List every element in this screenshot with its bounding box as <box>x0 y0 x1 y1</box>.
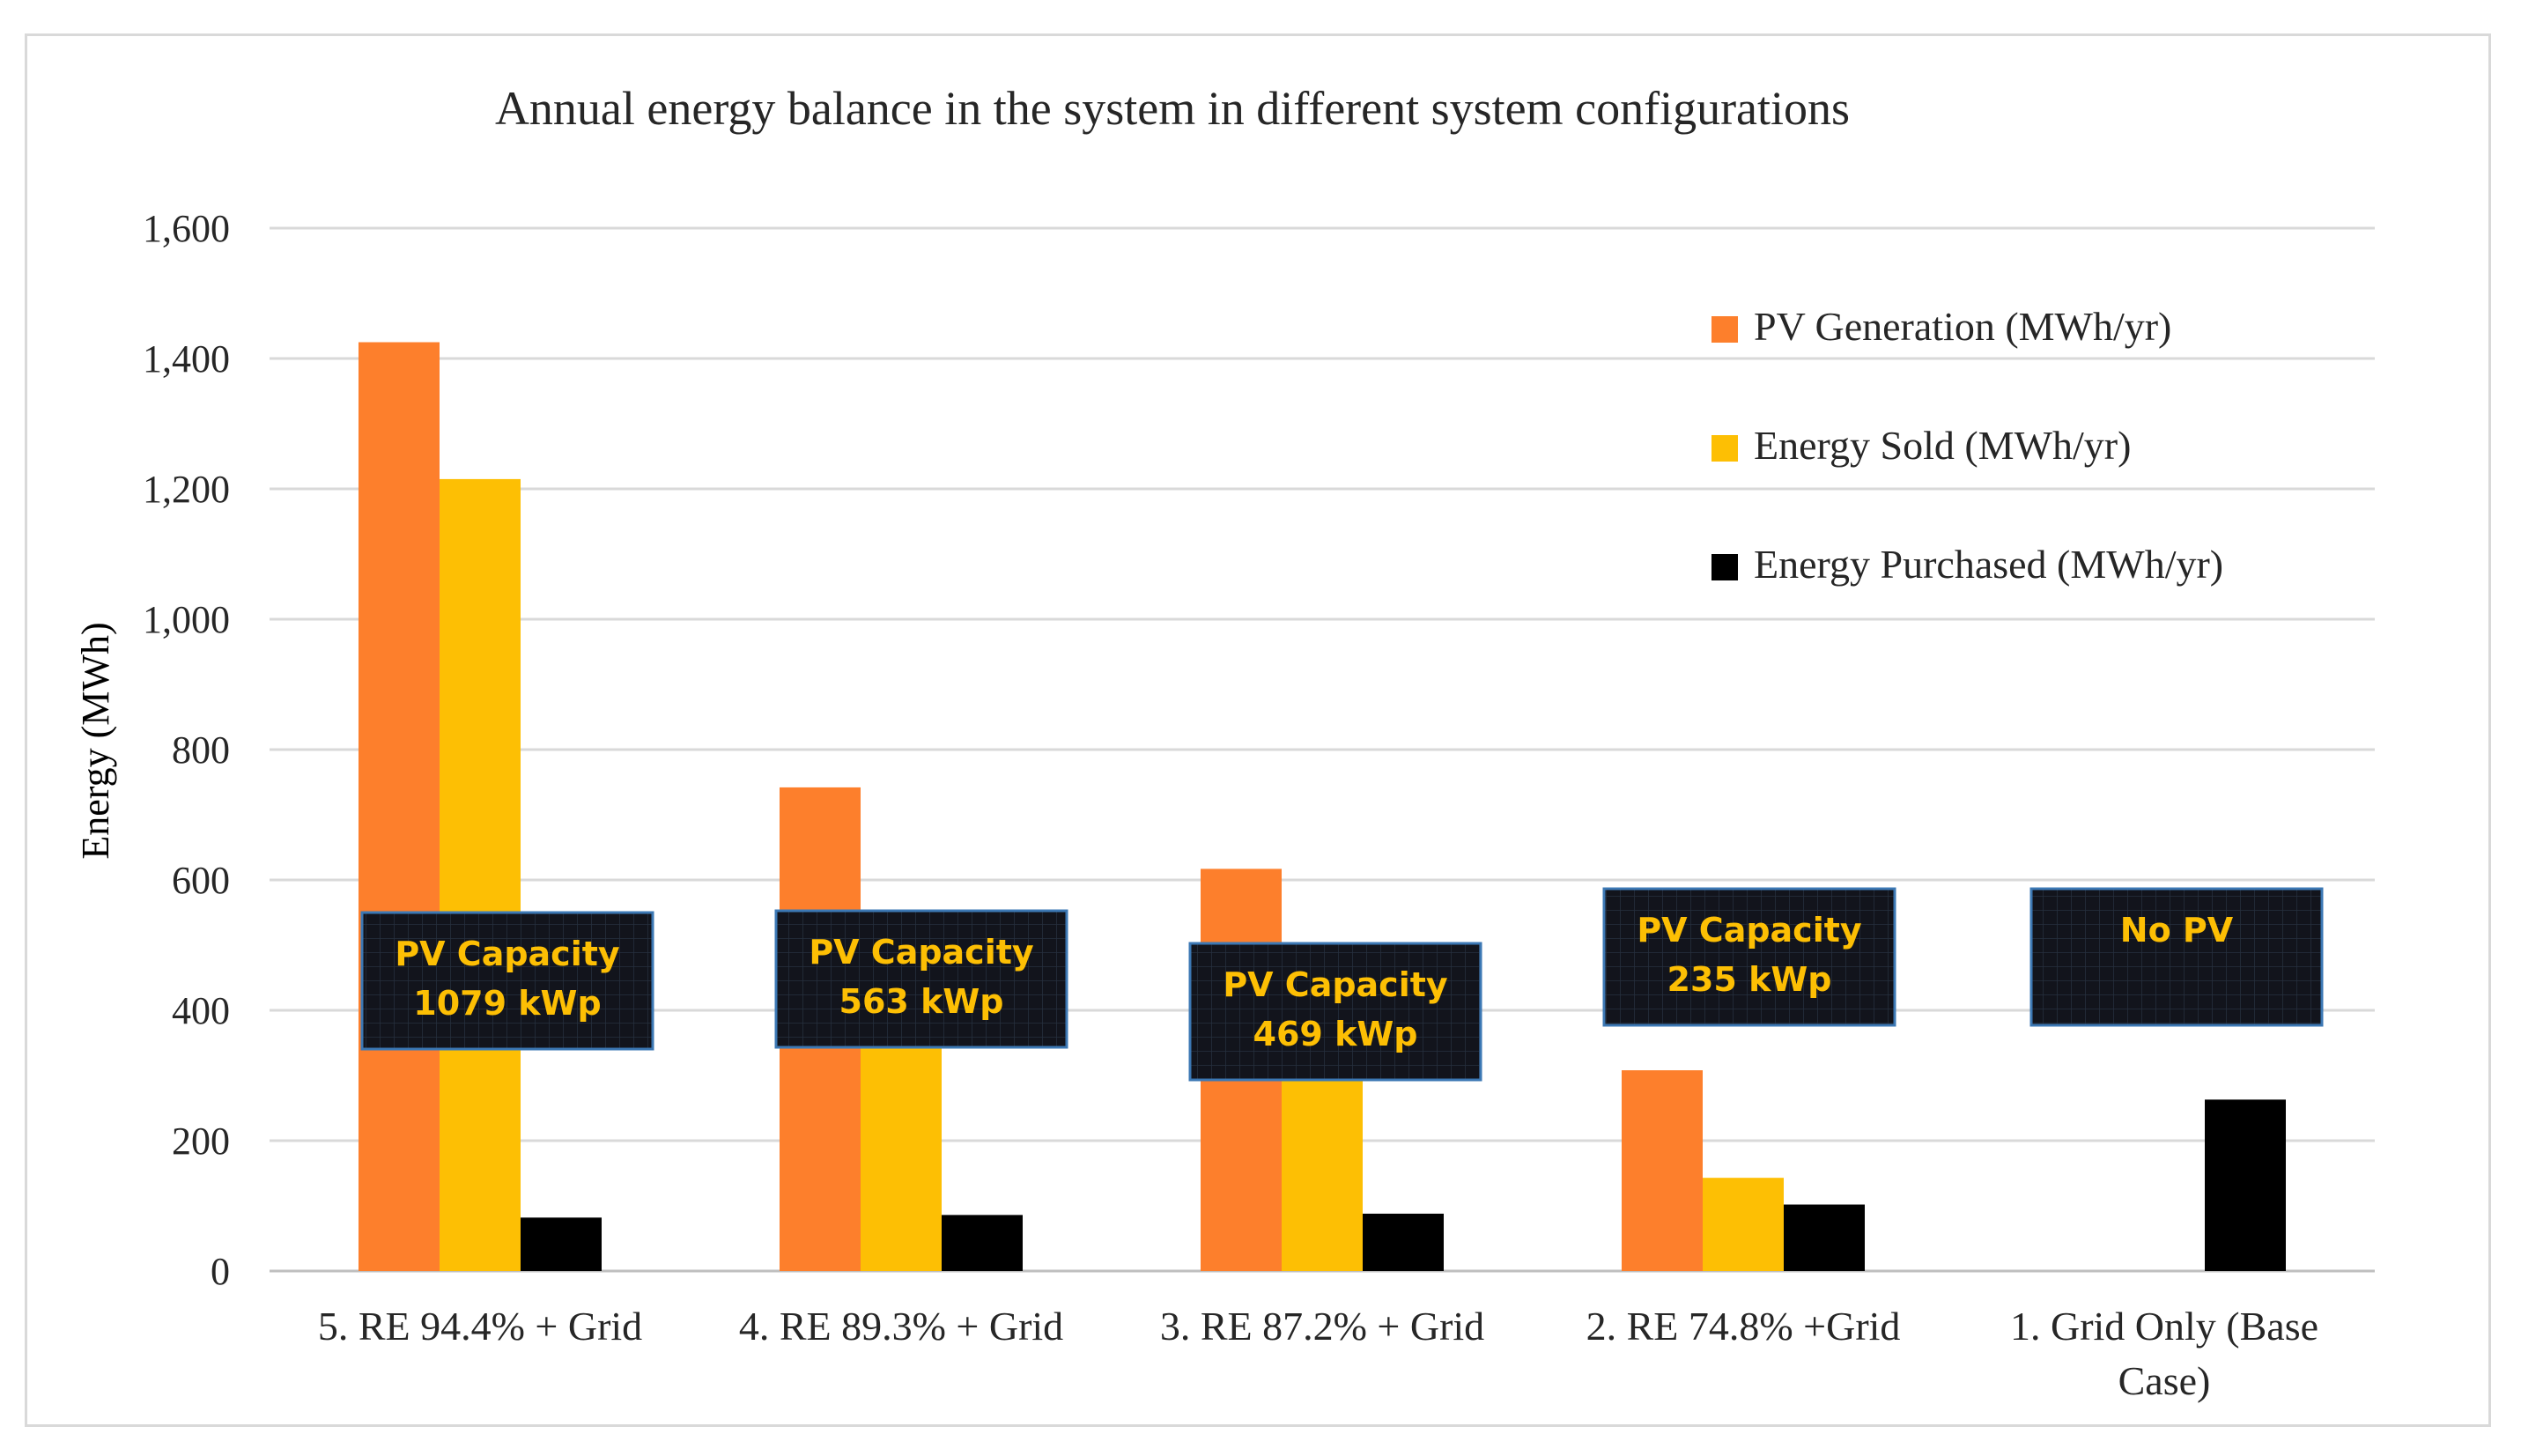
y-tick-label: 1,400 <box>143 337 230 381</box>
y-tick-label: 1,000 <box>143 598 230 641</box>
capacity-annotations: PV Capacity 1079 kWp PV Capacity 563 kWp PV … <box>360 887 2324 1082</box>
y-tick-label: 0 <box>211 1250 230 1293</box>
bar-pv-generation-mwh-yr <box>1622 1070 1703 1271</box>
bar-chart: Annual energy balance in the system in d… <box>74 82 2375 1403</box>
bar-energy-sold-mwh-yr <box>1703 1178 1784 1271</box>
y-tick-label: 200 <box>172 1120 230 1163</box>
capacity-label: PV Capacity <box>809 933 1034 972</box>
bar-energy-purchased-mwh-yr <box>942 1215 1023 1271</box>
capacity-label: 469 kWp <box>1253 1015 1418 1053</box>
y-tick-label: 600 <box>172 859 230 902</box>
bar-energy-purchased-mwh-yr <box>521 1217 602 1271</box>
legend: PV Generation (MWh/yr) Energy Sold (MWh/y… <box>1711 304 2223 587</box>
bar-energy-sold-mwh-yr <box>861 1010 942 1271</box>
capacity-label: PV Capacity <box>1223 965 1448 1004</box>
capacity-box <box>360 911 654 1051</box>
legend-label: PV Generation (MWh/yr) <box>1754 304 2171 349</box>
capacity-label: No PV <box>2120 911 2234 950</box>
legend-label: Energy Sold (MWh/yr) <box>1754 423 2131 468</box>
y-axis-ticks: 0 200 400 600 800 1,000 1,200 1,400 1,600 <box>143 207 230 1293</box>
legend-label: Energy Purchased (MWh/yr) <box>1754 542 2223 587</box>
capacity-box <box>1602 887 1896 1027</box>
x-tick-label: 5. RE 94.4% + Grid <box>318 1304 642 1349</box>
x-tick-label: 4. RE 89.3% + Grid <box>739 1304 1063 1349</box>
bar-pv-generation-mwh-yr <box>359 342 440 1271</box>
capacity-label: PV Capacity <box>395 935 620 973</box>
x-tick-label: 1. Grid Only (Base <box>2010 1304 2318 1349</box>
bar-energy-sold-mwh-yr <box>1282 1049 1363 1271</box>
legend-swatch <box>1711 316 1738 343</box>
y-axis-label: Energy (MWh) <box>74 622 117 859</box>
y-tick-label: 400 <box>172 989 230 1032</box>
chart-title: Annual energy balance in the system in d… <box>495 82 1850 135</box>
capacity-label: 235 kWp <box>1667 960 1832 999</box>
bars <box>359 342 2286 1271</box>
capacity-box <box>1188 942 1482 1082</box>
capacity-box <box>2029 887 2324 1027</box>
capacity-label: 563 kWp <box>839 982 1004 1021</box>
capacity-label: 1079 kWp <box>413 984 601 1023</box>
bar-energy-purchased-mwh-yr <box>1363 1213 1444 1271</box>
bar-energy-purchased-mwh-yr <box>2205 1099 2286 1271</box>
x-tick-label: 3. RE 87.2% + Grid <box>1160 1304 1484 1349</box>
y-tick-label: 1,200 <box>143 468 230 511</box>
legend-swatch <box>1711 435 1738 462</box>
y-tick-label: 800 <box>172 728 230 772</box>
x-tick-label: Case) <box>2118 1358 2211 1403</box>
x-tick-label: 2. RE 74.8% +Grid <box>1586 1304 1901 1349</box>
x-axis-ticks: 5. RE 94.4% + Grid 4. RE 89.3% + Grid 3. R… <box>318 1304 2318 1403</box>
bar-energy-purchased-mwh-yr <box>1784 1204 1865 1271</box>
legend-swatch <box>1711 554 1738 580</box>
chart-frame: Annual energy balance in the system in d… <box>25 33 2491 1427</box>
y-tick-label: 1,600 <box>143 207 230 250</box>
bar-energy-sold-mwh-yr <box>440 478 521 1271</box>
capacity-box <box>774 909 1068 1049</box>
capacity-label: PV Capacity <box>1637 911 1862 950</box>
